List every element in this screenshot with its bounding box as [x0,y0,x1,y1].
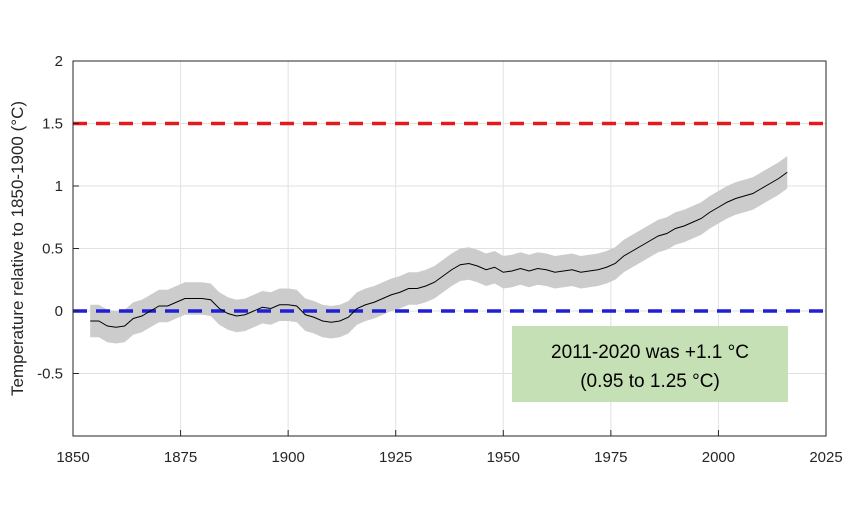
temperature-line [90,171,788,328]
y-tick-label: 2 [55,53,63,70]
y-tick-label: 1 [55,178,63,195]
uncertainty-band [90,156,788,344]
x-tick-label: 1950 [487,449,520,466]
x-tick-label: 1925 [379,449,412,466]
x-tick-label: 2000 [702,449,735,466]
y-tick-label: -0.5 [37,366,63,383]
x-axis: 1850 1875 1900 1925 1950 1975 2000 2025 [56,430,843,466]
annotation-line-2: (0.95 to 1.25 °C) [580,371,720,392]
x-tick-label: 1850 [56,449,89,466]
x-tick-label: 1875 [164,449,197,466]
x-tick-label: 2025 [809,449,842,466]
annotation-line-1: 2011-2020 was +1.1 °C [551,342,749,363]
y-tick-label: 0 [55,303,63,320]
x-tick-label: 1975 [594,449,627,466]
y-tick-label: 1.5 [42,116,63,133]
y-axis-label: Temperature relative to 1850-1900 (°C) [8,101,27,396]
x-tick-label: 1900 [271,449,304,466]
y-axis: -0.5 0 0.5 1 1.5 2 [37,53,79,383]
y-tick-label: 0.5 [42,241,63,258]
annotation-box [512,326,788,402]
